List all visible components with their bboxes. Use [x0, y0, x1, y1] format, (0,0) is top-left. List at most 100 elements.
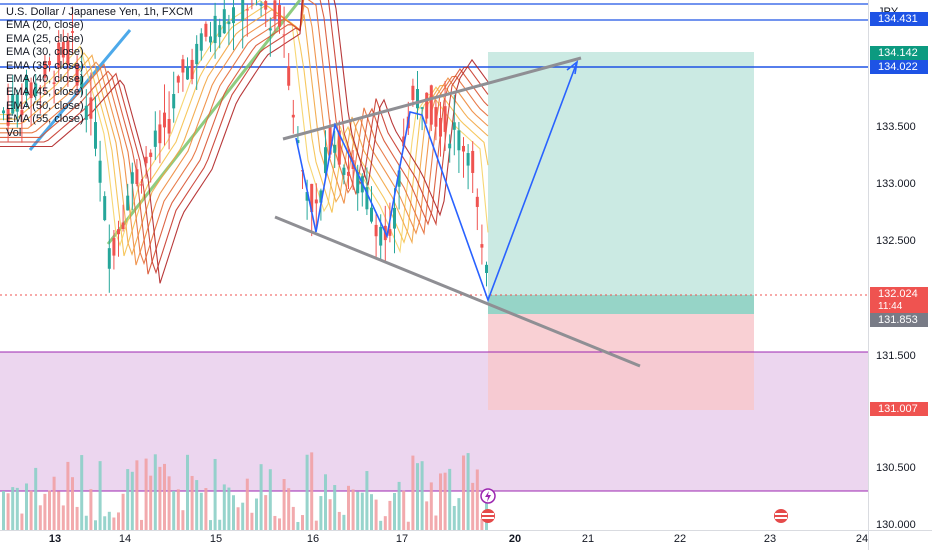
volume-bar	[6, 493, 10, 530]
volume-bar	[135, 460, 139, 530]
volume-bar	[236, 507, 240, 530]
candle-body	[416, 89, 419, 109]
chart-title[interactable]: U.S. Dollar / Japanese Yen, 1h, FXCM	[6, 6, 194, 18]
indicator-volume[interactable]: Vol	[6, 126, 22, 139]
indicator-ema-40[interactable]: EMA (40, close)	[6, 73, 84, 86]
candle-body	[305, 192, 309, 201]
candle-body	[209, 36, 212, 43]
candle-body	[34, 83, 38, 97]
candle-body	[80, 75, 84, 88]
candle-body	[112, 237, 116, 256]
time-label: 23	[763, 533, 777, 545]
volume-bar	[333, 485, 337, 530]
volume-bar	[218, 519, 222, 530]
volume-bar	[425, 501, 429, 530]
volume-bar	[121, 493, 125, 530]
volume-bar	[98, 461, 102, 530]
candle-body	[388, 229, 392, 236]
volume-bar	[204, 488, 208, 530]
volume-bar	[287, 488, 291, 530]
volume-bar	[75, 506, 79, 530]
volume-bar	[443, 472, 447, 530]
volume-bar	[356, 491, 360, 530]
candle-body	[149, 152, 153, 157]
candle-body	[310, 183, 314, 213]
volume-bar	[324, 474, 327, 530]
volume-bar	[94, 520, 97, 530]
target-zone	[488, 52, 754, 314]
indicator-ema-25[interactable]: EMA (25, close)	[6, 32, 84, 45]
time-label: 22	[673, 533, 687, 545]
us-flag-event-icon	[481, 509, 495, 523]
volume-bar	[20, 513, 24, 530]
candle-body	[15, 94, 19, 112]
volume-bar	[232, 495, 235, 530]
candle-body	[466, 153, 470, 166]
candle-body	[84, 105, 88, 120]
candle-body	[324, 147, 327, 174]
candle-body	[75, 64, 79, 86]
volume-bar	[61, 505, 65, 530]
time-scale[interactable]	[0, 530, 868, 550]
volume-bar	[190, 475, 194, 530]
candle-body	[319, 190, 323, 203]
volume-bar	[84, 515, 88, 530]
volume-bar	[186, 454, 189, 530]
volume-bar	[66, 461, 70, 530]
chart-plot[interactable]	[0, 0, 868, 530]
volume-bar	[227, 487, 231, 530]
volume-bar	[301, 515, 304, 530]
price-tick: 130.000	[876, 519, 916, 531]
candle-body	[126, 195, 130, 211]
volume-bar	[351, 489, 355, 530]
price-scale[interactable]	[868, 0, 932, 530]
candle-body	[347, 171, 350, 176]
volume-bar	[310, 452, 314, 530]
volume-bar	[15, 487, 19, 530]
volume-bar	[452, 505, 456, 530]
candle-body	[374, 224, 378, 237]
volume-bar	[29, 490, 33, 530]
us-flag-event-icon	[775, 517, 787, 519]
volume-bar	[172, 490, 176, 530]
volume-bar	[406, 521, 410, 530]
candle-body	[117, 229, 120, 235]
indicator-ema-55[interactable]: EMA (55, close)	[6, 113, 84, 126]
volume-bar	[89, 489, 93, 530]
volume-bar	[245, 478, 249, 530]
volume-bar	[383, 516, 387, 530]
chart-legend: U.S. Dollar / Japanese Yen, 1h, FXCM EMA…	[6, 6, 193, 140]
candle-body	[204, 23, 208, 37]
candle-body	[163, 112, 166, 128]
indicator-ema-35[interactable]: EMA (35, close)	[6, 59, 84, 72]
volume-bar	[429, 482, 433, 530]
candle-body	[370, 207, 373, 222]
volume-bar	[379, 520, 383, 530]
candle-body	[213, 15, 217, 44]
us-flag-event-icon	[482, 517, 494, 519]
price-tick: 132.500	[876, 235, 916, 247]
candle-body	[144, 156, 148, 164]
current-price-label: 132.024 11:44	[870, 287, 928, 313]
candle-body	[379, 226, 383, 246]
candle-body	[259, 4, 263, 6]
volume-bar	[259, 464, 263, 530]
wedge-upper-line	[282, 56, 582, 141]
candle-body	[462, 145, 465, 152]
volume-bar	[278, 518, 281, 530]
indicator-ema-30[interactable]: EMA (30, close)	[6, 46, 84, 59]
indicator-ema-20[interactable]: EMA (20, close)	[6, 19, 84, 32]
candle-body	[167, 118, 171, 134]
volume-bar	[393, 493, 396, 530]
volume-bar	[268, 469, 272, 530]
candle-body	[443, 106, 447, 132]
candle-body	[176, 76, 180, 83]
bar-countdown: 11:44	[878, 301, 903, 312]
volume-bar	[342, 514, 346, 530]
blue-trendline	[28, 29, 132, 151]
volume-bar	[144, 458, 148, 530]
indicator-ema-50[interactable]: EMA (50, close)	[6, 99, 84, 112]
volume-bar	[416, 463, 419, 530]
indicator-ema-45[interactable]: EMA (45, close)	[6, 86, 84, 99]
